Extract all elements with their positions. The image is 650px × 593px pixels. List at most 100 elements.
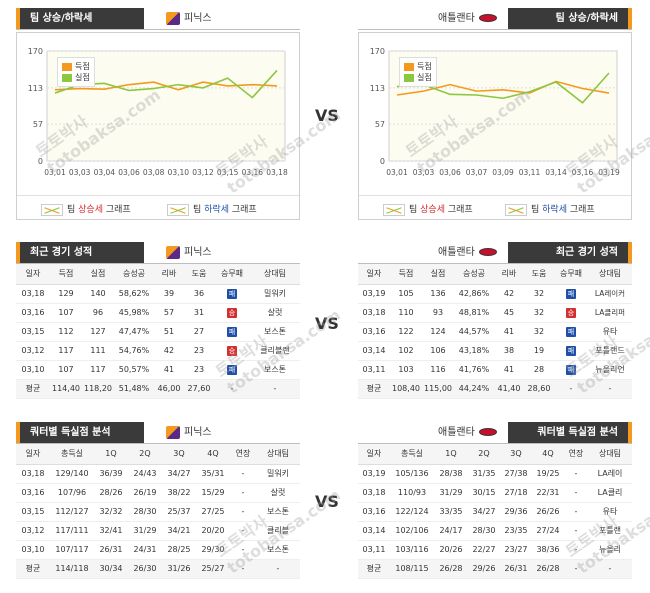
table-row: 03,15 112 127 47,47% 51 27 패 보스톤: [16, 322, 300, 342]
table-cell: 38/22: [162, 483, 196, 503]
table-cell: 42: [494, 284, 524, 304]
uptrend-suffix: 그래프: [103, 205, 131, 215]
table-cell: 117: [82, 360, 114, 380]
column-header: 2Q: [468, 444, 500, 465]
table-cell: 32: [524, 284, 554, 304]
table-cell: 42: [154, 341, 184, 361]
table-cell: 110: [390, 303, 422, 323]
series-line-conceded: [396, 72, 610, 104]
column-header: 2Q: [128, 444, 162, 465]
table-cell: 36/39: [94, 464, 128, 484]
table-cell: 43,18%: [454, 341, 494, 361]
table-row: 03,19 105 136 42,86% 42 32 패 LA레이커: [358, 284, 632, 304]
table-cell: 41: [494, 322, 524, 342]
downtrend-word: 하락세: [204, 205, 229, 215]
table-cell: 28: [524, 360, 554, 380]
table-cell: 19/25: [532, 464, 564, 484]
table-cell: 평균: [16, 379, 50, 399]
column-header: 1Q: [94, 444, 128, 465]
x-tick-label: 03,11: [519, 168, 541, 177]
recent-section-title-right: 최근 경기 성적: [508, 242, 628, 264]
table-cell: 51,48%: [114, 379, 154, 399]
y-tick-label: 170: [370, 47, 385, 56]
column-header: 리바: [154, 264, 184, 285]
table-cell: 뉴올리: [588, 540, 632, 560]
table-cell: 107: [50, 303, 82, 323]
legend-conceded: 실점: [62, 72, 90, 83]
table-cell: 93: [422, 303, 454, 323]
table-cell: -: [230, 559, 256, 579]
table-cell: 41,76%: [454, 360, 494, 380]
x-tick-label: 03,03: [69, 168, 91, 177]
table-cell: LA레이: [588, 464, 632, 484]
table-cell: LA레이커: [588, 284, 632, 304]
table-cell: 살럿: [250, 303, 300, 323]
table-cell: 28/26: [94, 483, 128, 503]
table-cell: 110/93: [390, 483, 434, 503]
column-header: 상대팀: [588, 444, 632, 465]
table-cell: 03,19: [358, 464, 390, 484]
table-cell: 20/20: [196, 521, 230, 541]
table-row: 03,10 107 117 50,57% 41 23 패 보스톤: [16, 360, 300, 380]
table-cell: 34/21: [162, 521, 196, 541]
table-cell: 129/140: [50, 464, 94, 484]
y-tick-label: 57: [375, 120, 385, 129]
column-header: 일자: [358, 264, 390, 285]
team-name-right-text: 애틀랜타: [438, 427, 475, 438]
column-header: 연장: [564, 444, 588, 465]
table-cell: 51: [154, 322, 184, 342]
table-cell: 평균: [16, 559, 50, 579]
table-cell: 15/29: [196, 483, 230, 503]
uptrend-legend: 팀 상승세 그래프: [41, 202, 131, 216]
table-cell: 23/27: [500, 540, 532, 560]
table-cell: 보스톤: [250, 322, 300, 342]
recent-section-title: 최근 경기 성적: [20, 242, 144, 264]
column-header: 도움: [524, 264, 554, 285]
column-header: 승무패: [214, 264, 250, 285]
team-name-left: 피닉스: [166, 8, 212, 30]
table-cell: 47,47%: [114, 322, 154, 342]
table-cell: -: [564, 521, 588, 541]
legend-conceded-label: 실점: [75, 73, 90, 82]
header-underline: [16, 29, 300, 30]
table-header-row: 일자 총득실 1Q 2Q 3Q 4Q 연장 상대팀: [358, 444, 632, 465]
legend-score-label: 득점: [417, 62, 432, 71]
team-name-left-text: 피닉스: [184, 13, 212, 24]
table-row: 03,11 103/116 20/26 22/27 23/27 38/36- 뉴올리: [358, 540, 632, 560]
table-cell: 35/31: [196, 464, 230, 484]
table-cell: 44,24%: [454, 379, 494, 399]
table-cell: 38: [494, 341, 524, 361]
table-cell: 포틀랜: [588, 521, 632, 541]
table-cell: 111: [82, 341, 114, 361]
legend-conceded: 실점: [404, 72, 432, 83]
table-cell: 34/27: [162, 464, 196, 484]
team-name-left: 피닉스: [166, 242, 212, 264]
column-header: 실점: [82, 264, 114, 285]
table-cell: -: [564, 559, 588, 579]
table-cell: 34/27: [468, 502, 500, 522]
team-name-right: 애틀랜타: [438, 8, 497, 30]
table-cell: 46,00: [154, 379, 184, 399]
result-badge: 패: [227, 326, 237, 337]
average-row: 평균 114/118 30/34 26/30 31/26 25/27- -: [16, 559, 300, 579]
table-cell: -: [564, 464, 588, 484]
table-cell: 03,15: [16, 322, 50, 342]
header-accent-bar-right: [628, 8, 632, 30]
table-cell: 27/38: [500, 464, 532, 484]
result-cell: 패: [554, 284, 588, 304]
table-cell: -: [256, 559, 300, 579]
average-row: 평균 114,40 118,20 51,48% 46,00 27,60- -: [16, 379, 300, 399]
trend-graph-icon: [167, 203, 189, 216]
table-cell: 클리블랜: [250, 341, 300, 361]
table-cell: 유타: [588, 502, 632, 522]
table-cell: 112: [50, 322, 82, 342]
column-header: 승성공: [114, 264, 154, 285]
table-cell: 22/31: [532, 483, 564, 503]
downtrend-prefix: 팀: [193, 205, 205, 215]
series-line-score: [396, 80, 610, 96]
suns-logo-icon: [166, 11, 180, 25]
x-tick-label: 03,12: [192, 168, 214, 177]
table-cell: 28/30: [468, 521, 500, 541]
table-cell: 03,14: [358, 521, 390, 541]
column-header: 승무패: [554, 264, 588, 285]
